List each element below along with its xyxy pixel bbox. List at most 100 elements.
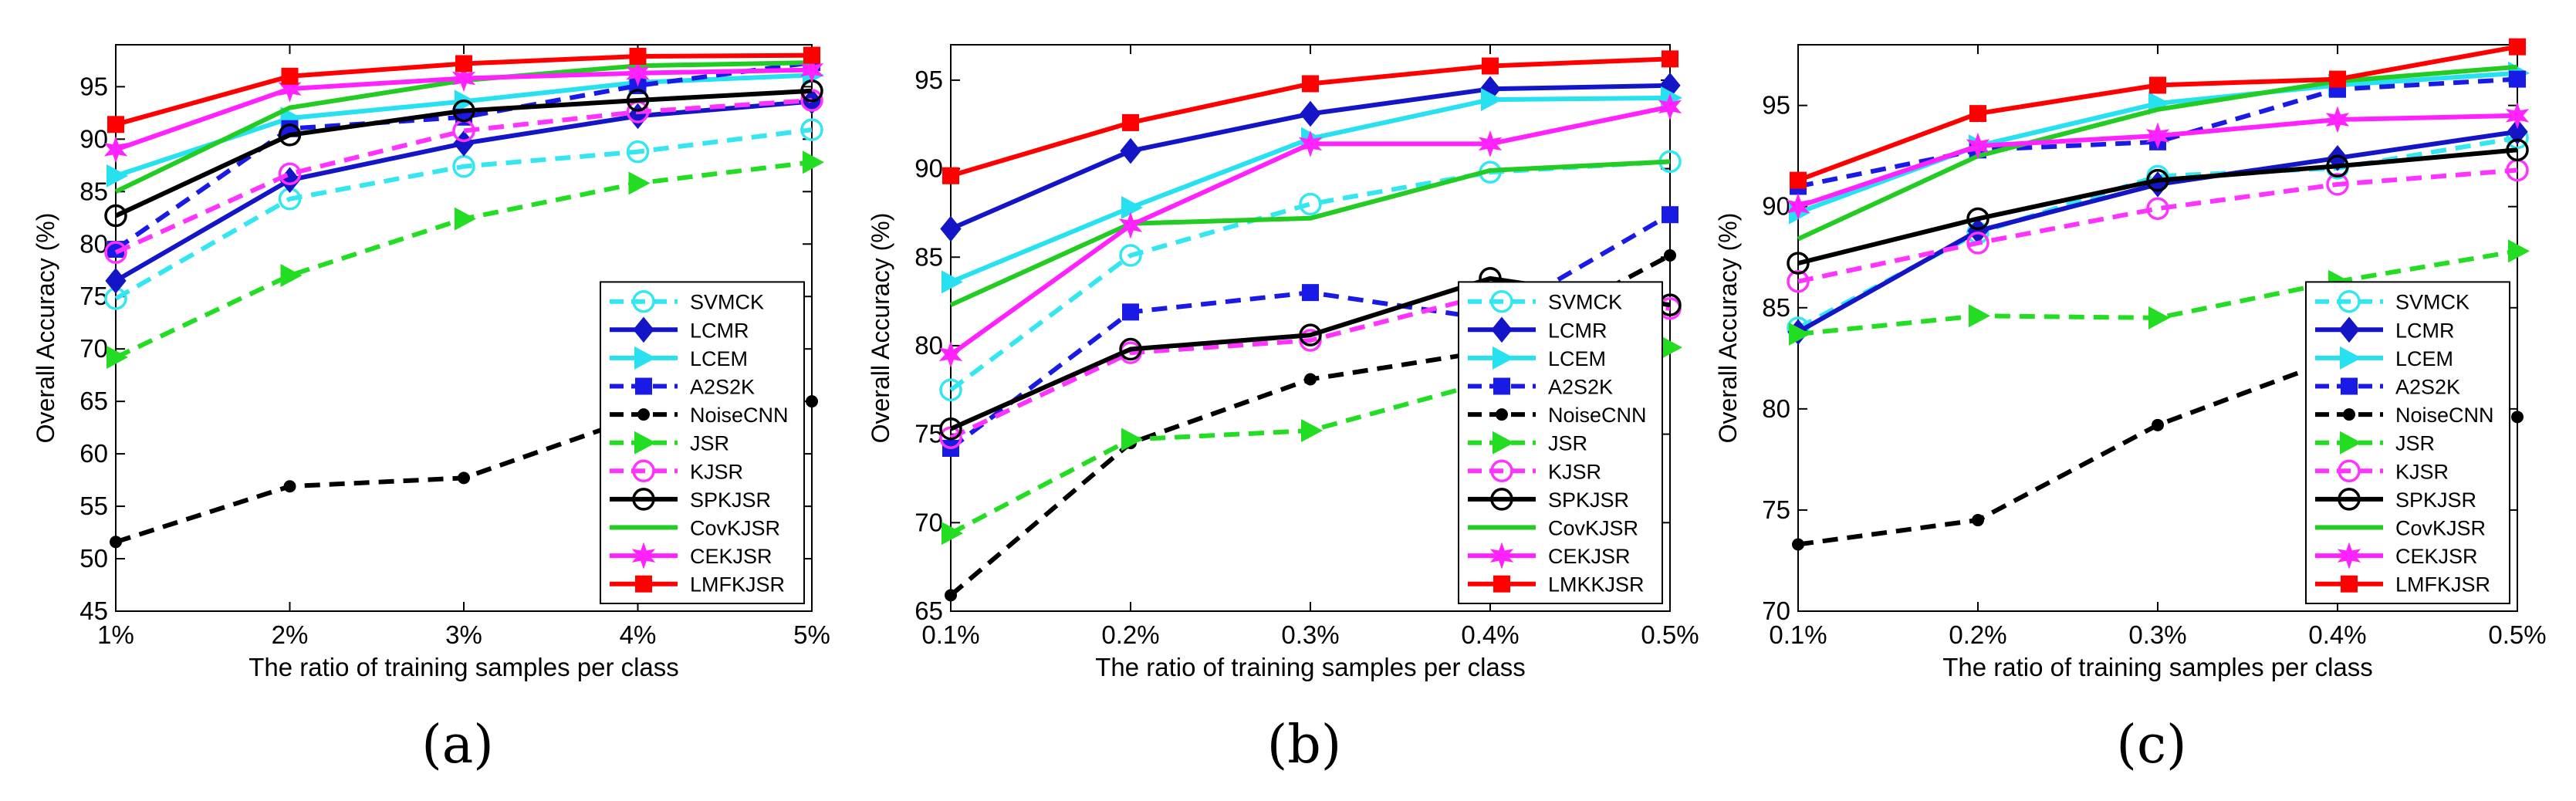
- legend-item-lcem: LCEM: [610, 346, 748, 370]
- legend-marker: [2341, 377, 2358, 395]
- data-point-jsr: [803, 150, 824, 174]
- data-point-a2s2k: [107, 241, 124, 259]
- data-point-lmfkjsr: [2509, 38, 2526, 56]
- data-point-kjsr: [2146, 197, 2169, 221]
- data-point-jsr: [1301, 419, 1323, 443]
- chart-panel-1: 1% 2% 3% 4% 5% 45 50 55 60 65 70 75 80 85 90 95 The rati…: [32, 44, 830, 776]
- data-point-lmkkjsr: [1302, 75, 1319, 93]
- data-point-svmck: [1119, 244, 1142, 267]
- x-tick-label: 0.2%: [1101, 620, 1159, 649]
- legend-label: SPKJSR: [1548, 488, 1629, 512]
- x-tick-label: 1%: [97, 620, 134, 649]
- legend-label: A2S2K: [2395, 376, 2460, 399]
- x-tick-label: 0.5%: [2488, 620, 2546, 649]
- data-point-noisecnn: [806, 395, 818, 408]
- data-point-lmfkjsr: [629, 47, 647, 65]
- series-lcmr: [940, 72, 1681, 242]
- legend-label: LCEM: [1548, 347, 1606, 370]
- legend-item-lcmr: LCMR: [1468, 316, 1607, 343]
- legend-item-cekjsr: CEKJSR: [2315, 542, 2478, 569]
- y-tick-label: 75: [79, 282, 108, 310]
- series-line-covkjsr: [1797, 64, 2518, 242]
- data-point-lmkkjsr: [1662, 50, 1678, 68]
- legend-label: CovKJSR: [690, 517, 780, 540]
- data-point-lmfkjsr: [2329, 70, 2346, 88]
- y-axis-label: Overall Accuracy (%): [867, 213, 894, 444]
- data-point-lmfkjsr: [1969, 105, 1986, 123]
- legend-marker: [2338, 316, 2360, 343]
- legend-marker: [1493, 575, 1510, 593]
- legend-item-noisecnn: NoiseCNN: [610, 404, 789, 427]
- legend-label: LCMR: [1548, 319, 1607, 342]
- data-point-lcem: [106, 164, 128, 188]
- x-tick-label: 0.5%: [1641, 620, 1699, 649]
- legend-marker: [632, 488, 655, 511]
- data-point-jsr: [455, 207, 476, 231]
- legend-label: LCMR: [690, 319, 749, 342]
- y-tick-label: 85: [79, 177, 108, 205]
- series-line-spkjsr: [114, 88, 813, 218]
- legend-item-lcmr: LCMR: [610, 316, 749, 343]
- legend-label: CovKJSR: [2395, 517, 2486, 540]
- y-tick-label: 60: [79, 439, 108, 468]
- legend-label: CEKJSR: [690, 545, 772, 568]
- data-point-cekjsr: [626, 59, 650, 87]
- data-point-svmck: [1299, 192, 1322, 216]
- legend: SVMCK LCMR LCEM A2S2K NoiseCNN JSR KJSR SPKJSR C…: [1458, 281, 1663, 604]
- data-point-spkjsr: [939, 417, 962, 441]
- data-point-lcem: [1481, 88, 1503, 112]
- data-point-jsr: [1661, 336, 1682, 360]
- legend-marker: [632, 459, 655, 483]
- legend-item-a2s2k: A2S2K: [2315, 376, 2460, 399]
- legend-marker: [1496, 408, 1508, 421]
- legend-marker: [633, 316, 654, 343]
- legend-label: NoiseCNN: [690, 404, 789, 427]
- data-point-cekjsr: [103, 136, 128, 164]
- y-tick-label: 85: [914, 242, 943, 271]
- legend-item-lmfkjsr: LMFKJSR: [610, 573, 785, 597]
- y-tick-label: 85: [1762, 293, 1790, 322]
- data-point-cekjsr: [2325, 106, 2350, 134]
- series-cekjsr: [938, 93, 1682, 368]
- legend-item-covkjsr: CovKJSR: [2315, 517, 2486, 540]
- legend-item-svmck: SVMCK: [2315, 289, 2470, 314]
- data-point-noisecnn: [2511, 411, 2524, 424]
- legend-label: CEKJSR: [1548, 545, 1631, 568]
- series-kjsr: [1787, 158, 2529, 293]
- legend-label: LMKKJSR: [1548, 573, 1645, 597]
- legend-marker: [2337, 542, 2361, 569]
- data-point-noisecnn: [283, 480, 296, 493]
- legend-item-jsr: JSR: [610, 431, 729, 455]
- y-tick-label: 95: [914, 66, 943, 94]
- y-tick-label: 80: [79, 229, 108, 258]
- panel-label: (b): [1267, 715, 1342, 776]
- panel-label: (a): [421, 715, 494, 776]
- data-point-noisecnn: [1304, 373, 1317, 386]
- series-lmkkjsr: [942, 50, 1678, 184]
- legend-item-svmck: SVMCK: [610, 289, 764, 314]
- legend-item-kjsr: KJSR: [610, 459, 743, 483]
- data-point-kjsr: [278, 162, 302, 185]
- data-point-spkjsr: [1966, 207, 1989, 231]
- data-point-noisecnn: [110, 536, 122, 549]
- legend-item-cekjsr: CEKJSR: [610, 542, 772, 569]
- series-covkjsr: [949, 159, 1671, 307]
- legend-marker: [635, 575, 652, 593]
- legend-label: SPKJSR: [690, 488, 771, 512]
- data-point-lcmr: [1300, 100, 1321, 127]
- data-point-spkjsr: [1119, 337, 1142, 361]
- legend: SVMCK LCMR LCEM A2S2K NoiseCNN JSR KJSR SPKJSR C…: [600, 281, 805, 604]
- data-point-spkjsr: [104, 204, 127, 228]
- legend-marker: [1489, 542, 1514, 569]
- legend-marker: [2338, 488, 2361, 511]
- y-tick-label: 80: [1762, 394, 1790, 423]
- data-point-spkjsr: [452, 99, 475, 123]
- data-point-noisecnn: [1972, 514, 1984, 527]
- legend-marker: [1491, 316, 1513, 343]
- series-lmfkjsr: [107, 46, 820, 134]
- data-point-cekjsr: [278, 75, 302, 103]
- data-point-jsr: [1789, 322, 1810, 346]
- y-tick-label: 70: [79, 334, 108, 363]
- series-a2s2k: [942, 206, 1678, 457]
